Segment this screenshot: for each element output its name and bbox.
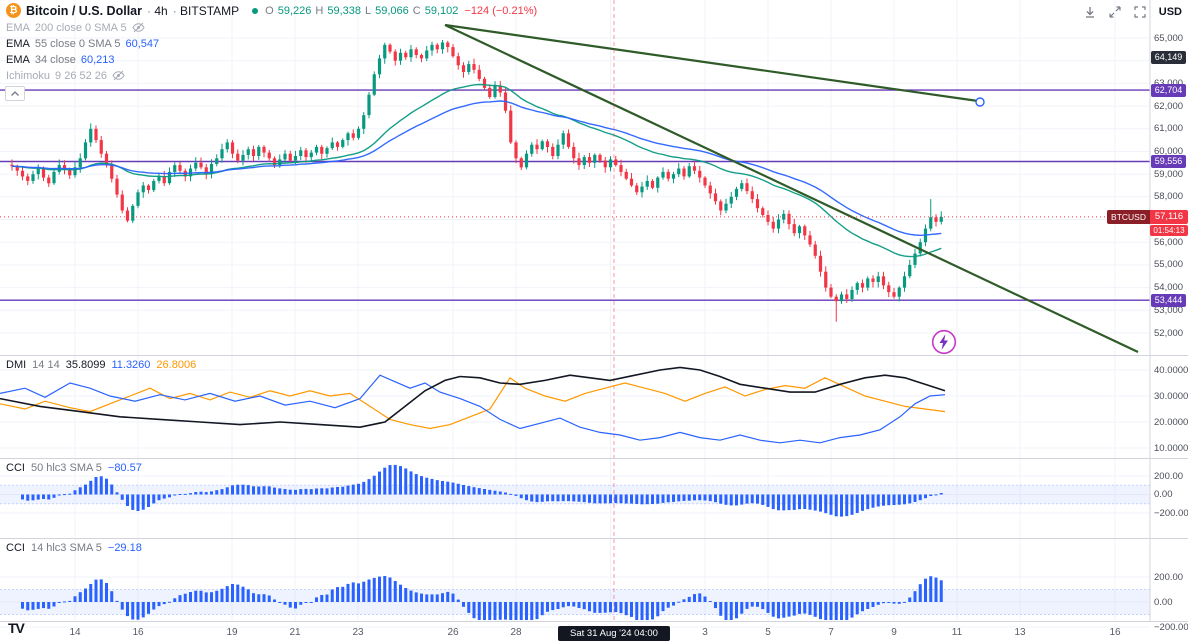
cci14-axis-label: 200.00 <box>1154 572 1184 583</box>
tradingview-logo[interactable]: TV <box>8 620 25 636</box>
time-axis-label: 3 <box>702 627 708 638</box>
time-axis-label: 9 <box>891 627 897 638</box>
cci14-axis-label: 0.00 <box>1154 597 1173 608</box>
arrow-down-icon[interactable] <box>1082 4 1098 20</box>
time-axis-label: 16 <box>1109 627 1121 638</box>
dmi-axis-label: 30.0000 <box>1154 391 1188 402</box>
price-axis-label: 63,000 <box>1154 78 1183 89</box>
price-line-badge: 64,149 <box>1151 51 1186 64</box>
price-axis-label: 58,000 <box>1154 191 1184 202</box>
ohlc-open-value: 59,226 <box>277 4 312 17</box>
price-axis-label: 62,000 <box>1154 101 1184 112</box>
time-axis-label: 19 <box>226 627 238 638</box>
time-axis-label: 5 <box>765 627 771 638</box>
dmi-plusdi-value: 11.3260 <box>111 359 151 371</box>
time-axis-label: 11 <box>951 627 963 638</box>
maximize-icon[interactable] <box>1107 4 1123 20</box>
ohlc-close-label: C <box>412 4 421 17</box>
price-axis-label: 60,000 <box>1154 146 1184 157</box>
crosshair-time-badge: Sat 31 Aug '24 04:00 <box>558 626 670 641</box>
last-price-value: 57,116 <box>1150 210 1188 224</box>
time-axis-label: 21 <box>289 627 301 638</box>
visibility-off-icon[interactable] <box>112 70 125 81</box>
bar-countdown-badge: 01:54:13 <box>1150 225 1188 236</box>
fullscreen-icon[interactable] <box>1132 4 1148 20</box>
price-axis-label: 65,000 <box>1154 33 1184 44</box>
chevron-up-icon <box>11 91 19 96</box>
indicator-legend-ema34[interactable]: EMA 34 close 60,213 <box>6 53 115 66</box>
price-axis-label: 52,000 <box>1154 328 1184 339</box>
change-value: −124 (−0.21%) <box>464 4 538 17</box>
bitcoin-icon: ₿ <box>6 3 21 18</box>
cci50-axis-label: 200.00 <box>1154 471 1184 482</box>
chart-toolbar: USD <box>1082 4 1182 20</box>
dmi-legend[interactable]: DMI 14 14 35.8099 11.3260 26.8006 <box>6 359 197 371</box>
ohlc-close-value: 59,102 <box>424 4 459 17</box>
time-axis-label: 14 <box>69 627 81 638</box>
last-price-badge: BTCUSD 57,116 <box>1107 210 1188 224</box>
price-line-badge: 59,556 <box>1151 155 1186 168</box>
ohlc-low-value: 59,066 <box>375 4 409 17</box>
cci14-value: −29.18 <box>107 542 142 554</box>
price-axis-label: 54,000 <box>1154 282 1184 293</box>
last-price-symbol: BTCUSD <box>1107 210 1150 224</box>
ohlc-high-value: 59,338 <box>327 4 361 17</box>
lightning-icon[interactable] <box>931 329 957 355</box>
time-axis-label: 16 <box>132 627 144 638</box>
dmi-axis-label: 10.0000 <box>1154 443 1188 454</box>
cci50-axis-label: 0.00 <box>1154 489 1173 500</box>
ohlc-values: O 59,226 H 59,338 L 59,066 C 59,102 −124 (−0… <box>265 5 537 17</box>
ohlc-low-label: L <box>365 4 372 17</box>
pane-collapse-button[interactable] <box>5 86 25 101</box>
time-axis-label: 26 <box>447 627 459 638</box>
dmi-adx-value: 35.8099 <box>65 359 106 371</box>
price-axis-label: 55,000 <box>1154 259 1184 270</box>
price-axis-label: 53,000 <box>1154 305 1184 316</box>
cci14-legend[interactable]: CCI 14 hlc3 SMA 5 −29.18 <box>6 542 142 554</box>
indicator-legend-ema200[interactable]: EMA 200 close 0 SMA 5 <box>6 20 145 35</box>
indicator-legend-ichimoku[interactable]: Ichimoku 9 26 52 26 <box>6 68 125 83</box>
price-axis-label: 56,000 <box>1154 237 1184 248</box>
cci50-legend[interactable]: CCI 50 hlc3 SMA 5 −80.57 <box>6 462 142 474</box>
symbol-exchange[interactable]: BITSTAMP <box>173 4 239 18</box>
dmi-axis-label: 20.0000 <box>1154 417 1188 428</box>
symbol-interval[interactable]: 4h <box>147 4 167 18</box>
price-axis-label: 59,000 <box>1154 169 1184 180</box>
cci14-axis-label: −200.00 <box>1154 622 1188 633</box>
time-axis-label: 13 <box>1014 627 1026 638</box>
symbol-row[interactable]: ₿ Bitcoin / U.S. Dollar 4h BITSTAMP O59,… <box>6 3 537 18</box>
time-axis-label: 28 <box>510 627 522 638</box>
cci50-axis-label: −200.00 <box>1154 508 1188 519</box>
symbol-title[interactable]: Bitcoin / U.S. Dollar <box>26 3 142 18</box>
price-axis-label: 61,000 <box>1154 123 1184 134</box>
dmi-axis-label: 40.0000 <box>1154 365 1188 376</box>
indicator-legend-ema55[interactable]: EMA 55 close 0 SMA 5 60,547 <box>6 37 160 50</box>
ema55-value: 60,547 <box>125 37 160 50</box>
price-line-badge: 62,704 <box>1151 84 1186 97</box>
time-axis-label: 7 <box>828 627 834 638</box>
price-line-badge: 53,444 <box>1151 294 1186 307</box>
ema34-value: 60,213 <box>80 53 115 66</box>
cci50-value: −80.57 <box>107 462 142 474</box>
currency-label[interactable]: USD <box>1158 6 1182 18</box>
ohlc-high-label: H <box>315 4 324 17</box>
market-status-dot[interactable] <box>252 7 259 14</box>
visibility-off-icon[interactable] <box>131 22 145 33</box>
dmi-minusdi-value: 26.8006 <box>156 359 197 371</box>
ohlc-open-label: O <box>265 4 274 17</box>
time-axis-label: 23 <box>352 627 364 638</box>
